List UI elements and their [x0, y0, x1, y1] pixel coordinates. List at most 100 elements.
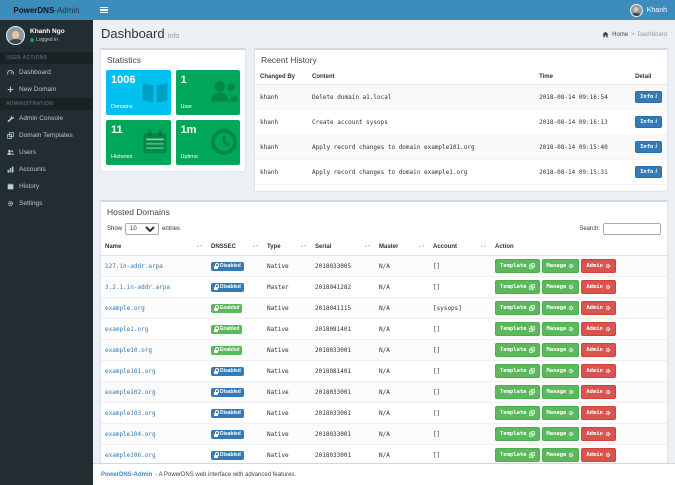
lock-icon — [214, 287, 218, 290]
admin-button[interactable]: Admin — [581, 301, 616, 315]
info-button[interactable]: Info — [635, 116, 662, 128]
admin-button[interactable]: Admin — [581, 448, 616, 462]
recent-history-panel: Recent History Changed By Content Time D… — [254, 48, 668, 192]
col-account[interactable]: Account▲▼ — [429, 239, 491, 256]
manage-button[interactable]: Manage — [542, 448, 580, 462]
clone-icon — [529, 263, 535, 269]
col-serial[interactable]: Serial▲▼ — [311, 239, 375, 256]
admin-button[interactable]: Admin — [581, 427, 616, 441]
table-row: example101.orgDisabledNative2018081401N/… — [101, 361, 667, 382]
admin-button[interactable]: Admin — [581, 322, 616, 336]
info-button[interactable]: Info — [635, 166, 662, 178]
user-menu[interactable]: Khanh — [630, 0, 675, 20]
domain-link[interactable]: example102.org — [105, 389, 156, 396]
gear-icon — [605, 263, 611, 269]
history-row: khanh Apply record changes to domain exa… — [255, 160, 667, 185]
stat-tile-histories: 11 Histories — [106, 120, 171, 165]
sidebar-item-users[interactable]: Users — [0, 144, 93, 161]
info-button[interactable]: Info — [635, 141, 662, 153]
col-dnssec[interactable]: DNSSEC▲▼ — [207, 239, 263, 256]
table-row: example103.orgDisabledNative2018033001N/… — [101, 403, 667, 424]
dnssec-badge: Enabled — [211, 346, 242, 355]
domain-link[interactable]: example1.org — [105, 326, 148, 333]
manage-button[interactable]: Manage — [542, 364, 580, 378]
template-button[interactable]: Template — [495, 301, 540, 315]
manage-button[interactable]: Manage — [542, 322, 580, 336]
info-icon — [655, 169, 657, 175]
sidebar-item-admin-console[interactable]: Admin Console — [0, 110, 93, 127]
sidebar-user-panel: Khanh Ngo Logged in — [0, 20, 93, 52]
admin-button[interactable]: Admin — [581, 406, 616, 420]
admin-button[interactable]: Admin — [581, 343, 616, 357]
footer: PowerDNS-Admin - A PowerDNS web interfac… — [93, 463, 675, 485]
brand-logo[interactable]: PowerDNS-Admin — [0, 0, 93, 20]
domain-link[interactable]: example106.org — [105, 452, 156, 459]
template-button[interactable]: Template — [495, 406, 540, 420]
admin-button[interactable]: Admin — [581, 364, 616, 378]
gear-icon — [568, 347, 574, 353]
manage-button[interactable]: Manage — [542, 385, 580, 399]
sidebar-user-name: Khanh Ngo — [30, 28, 65, 35]
lock-icon — [214, 350, 218, 353]
breadcrumb-home[interactable]: Home — [612, 32, 628, 38]
manage-button[interactable]: Manage — [542, 406, 580, 420]
dnssec-badge: Disabled — [211, 451, 244, 460]
clone-icon — [529, 305, 535, 311]
domain-link[interactable]: example.org — [105, 305, 145, 312]
domain-link[interactable]: example104.org — [105, 431, 156, 438]
template-button[interactable]: Template — [495, 322, 540, 336]
gear-icon — [605, 389, 611, 395]
manage-button[interactable]: Manage — [542, 301, 580, 315]
sort-icon: ▲▼ — [196, 245, 203, 248]
dnssec-badge: Enabled — [211, 325, 242, 334]
sidebar-section-administration: ADMINISTRATION — [0, 98, 93, 110]
gear-icon — [568, 263, 574, 269]
domain-link[interactable]: 127.in-addr.arpa — [105, 263, 163, 270]
template-button[interactable]: Template — [495, 364, 540, 378]
template-button[interactable]: Template — [495, 343, 540, 357]
admin-button[interactable]: Admin — [581, 280, 616, 294]
admin-button[interactable]: Admin — [581, 385, 616, 399]
sidebar-item-domain-templates[interactable]: Domain Templates — [0, 127, 93, 144]
manage-button[interactable]: Manage — [542, 343, 580, 357]
admin-button[interactable]: Admin — [581, 259, 616, 273]
template-button[interactable]: Template — [495, 259, 540, 273]
page-size-select[interactable]: 10 — [125, 223, 159, 235]
col-name[interactable]: Name▲▼ — [101, 239, 207, 256]
template-button[interactable]: Template — [495, 385, 540, 399]
sidebar-item-accounts[interactable]: Accounts — [0, 161, 93, 178]
sidebar: Khanh Ngo Logged in USER ACTIONS Dashboa… — [0, 20, 93, 485]
manage-button[interactable]: Manage — [542, 427, 580, 441]
manage-button[interactable]: Manage — [542, 280, 580, 294]
info-icon — [655, 119, 657, 125]
domain-link[interactable]: example10.org — [105, 347, 152, 354]
sidebar-avatar — [6, 26, 25, 45]
gear-icon — [605, 326, 611, 332]
sort-icon: ▲▼ — [418, 245, 425, 248]
search-input[interactable] — [603, 223, 661, 235]
plus-icon — [7, 86, 14, 93]
domain-link[interactable]: 3.2.1.in-addr.arpa — [105, 284, 170, 291]
footer-brand-link[interactable]: PowerDNS-Admin — [101, 472, 152, 478]
col-master[interactable]: Master▲▼ — [375, 239, 429, 256]
sidebar-item-settings[interactable]: Settings — [0, 195, 93, 212]
sidebar-item-new-domain[interactable]: New Domain — [0, 81, 93, 98]
col-type[interactable]: Type▲▼ — [263, 239, 311, 256]
top-navbar: PowerDNS-Admin Khanh — [0, 0, 675, 20]
gear-icon — [568, 284, 574, 290]
template-button[interactable]: Template — [495, 427, 540, 441]
manage-button[interactable]: Manage — [542, 259, 580, 273]
gear-icon — [7, 200, 14, 207]
lock-icon — [214, 266, 218, 269]
sidebar-item-dashboard[interactable]: Dashboard — [0, 64, 93, 81]
hamburger-icon[interactable] — [95, 0, 113, 20]
clone-icon — [529, 452, 535, 458]
info-button[interactable]: Info — [635, 91, 662, 103]
domain-link[interactable]: example101.org — [105, 368, 156, 375]
sidebar-user-status: Logged in — [30, 37, 65, 43]
template-button[interactable]: Template — [495, 448, 540, 462]
domain-link[interactable]: example103.org — [105, 410, 156, 417]
template-button[interactable]: Template — [495, 280, 540, 294]
sidebar-item-history[interactable]: History — [0, 178, 93, 195]
history-row: khanh Create account sysops 2018-08-14 0… — [255, 110, 667, 135]
